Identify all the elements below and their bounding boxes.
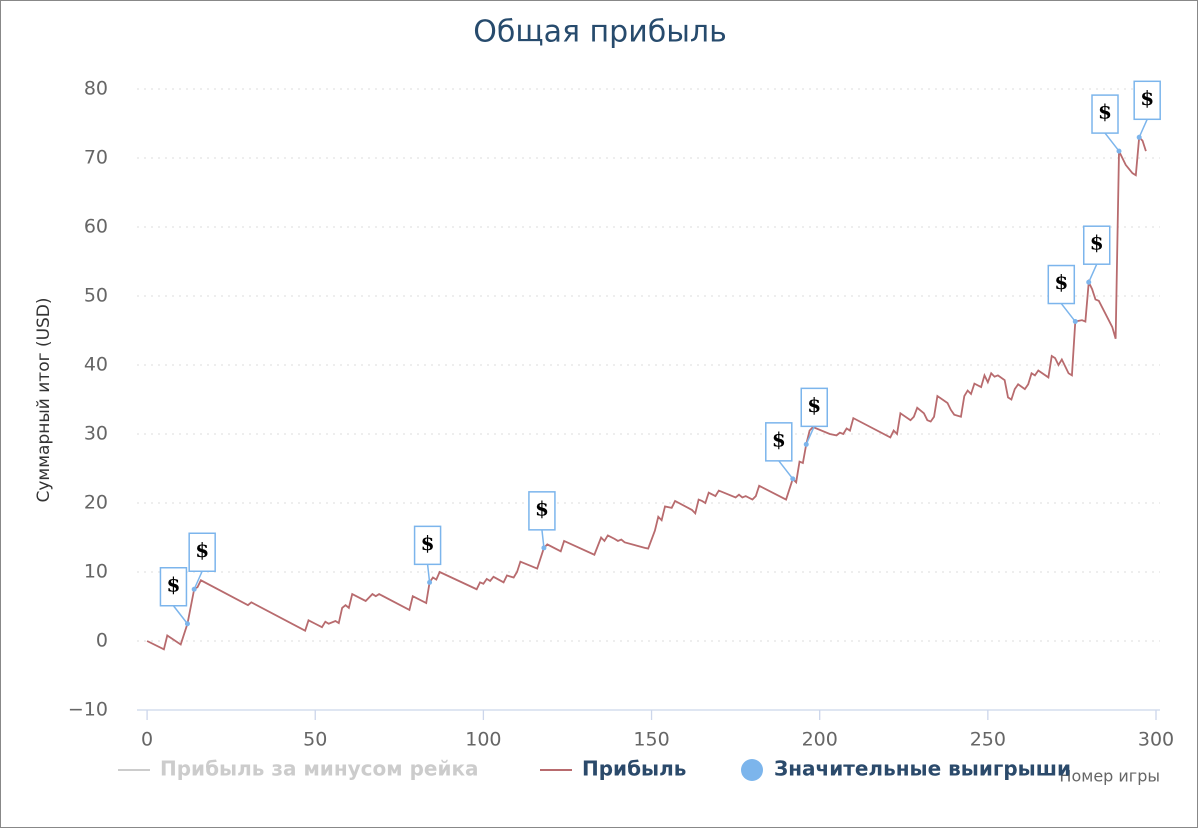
flag-box bbox=[800, 387, 828, 428]
win-point bbox=[191, 586, 197, 592]
flag-label: $ bbox=[1140, 86, 1154, 110]
x-axis-title: Номер игры bbox=[1059, 767, 1160, 786]
win-flag: $ bbox=[1133, 80, 1161, 138]
x-tick-label: 250 bbox=[970, 729, 1006, 751]
y-tick-label: 40 bbox=[84, 354, 108, 376]
y-tick-label: 20 bbox=[84, 492, 108, 514]
y-tick-label: 0 bbox=[96, 630, 108, 652]
x-tick-label: 0 bbox=[141, 729, 153, 751]
flag-connector bbox=[805, 426, 815, 445]
legend-label[interactable]: Прибыль bbox=[582, 757, 686, 781]
flag-label: $ bbox=[166, 572, 180, 596]
flag-box bbox=[1047, 264, 1076, 305]
flag-label: $ bbox=[1090, 231, 1104, 255]
win-point bbox=[1116, 148, 1122, 154]
flag-label: $ bbox=[807, 393, 821, 417]
flag-box bbox=[1091, 94, 1119, 134]
legend-symbol bbox=[741, 759, 763, 781]
flag-connector bbox=[1104, 132, 1120, 152]
flag-label: $ bbox=[772, 427, 786, 451]
flag-connector bbox=[1138, 118, 1148, 138]
x-tick-label: 50 bbox=[303, 729, 327, 751]
win-flag: $ bbox=[765, 422, 794, 480]
y-tick-label: 10 bbox=[84, 561, 108, 583]
flag-label: $ bbox=[535, 496, 549, 520]
flag-connector bbox=[778, 460, 794, 480]
y-tick-label: 30 bbox=[84, 423, 108, 445]
x-tick-label: 300 bbox=[1138, 729, 1174, 751]
win-flag: $ bbox=[159, 567, 189, 625]
y-tick-label: 80 bbox=[84, 78, 108, 100]
flag-label: $ bbox=[421, 531, 435, 555]
win-flag: $ bbox=[1047, 264, 1076, 322]
y-tick-label: 60 bbox=[84, 216, 108, 238]
legend-label[interactable]: Прибыль за минусом рейка bbox=[160, 757, 479, 781]
flag-box bbox=[1082, 225, 1111, 265]
win-point bbox=[790, 476, 796, 482]
flag-box bbox=[1133, 80, 1161, 121]
flag-box bbox=[528, 491, 556, 531]
win-point bbox=[803, 441, 809, 447]
win-flag: $ bbox=[188, 532, 216, 590]
flag-box bbox=[413, 525, 442, 566]
profit-line bbox=[146, 135, 1147, 651]
x-tick-label: 200 bbox=[802, 729, 838, 751]
flag-box bbox=[159, 567, 188, 607]
win-point bbox=[1136, 134, 1142, 140]
flag-connector bbox=[1060, 303, 1076, 322]
chart-title: Общая прибыль bbox=[473, 15, 727, 50]
flag-connector bbox=[426, 564, 431, 583]
win-point bbox=[184, 621, 190, 627]
win-flag: $ bbox=[1091, 94, 1120, 152]
flag-connector bbox=[541, 529, 545, 548]
y-tick-label: −10 bbox=[68, 699, 108, 721]
x-tick-label: 100 bbox=[465, 729, 501, 751]
flag-connector bbox=[193, 570, 203, 590]
win-point bbox=[427, 579, 433, 585]
x-tick-label: 150 bbox=[633, 729, 669, 751]
win-flag: $ bbox=[413, 525, 442, 583]
flag-box bbox=[765, 422, 793, 462]
win-point bbox=[541, 545, 547, 551]
flag-connector bbox=[1088, 263, 1098, 283]
flag-label: $ bbox=[1098, 100, 1112, 124]
win-flag: $ bbox=[528, 491, 556, 548]
win-flag: $ bbox=[800, 387, 828, 445]
flag-label: $ bbox=[195, 538, 209, 562]
flag-connector bbox=[172, 605, 189, 625]
flag-label: $ bbox=[1054, 270, 1068, 294]
win-point bbox=[1086, 279, 1092, 285]
y-axis-title: Суммарный итог (USD) bbox=[34, 297, 54, 502]
legend-label[interactable]: Значительные выигрыши bbox=[774, 757, 1071, 781]
win-flag: $ bbox=[1082, 225, 1111, 283]
y-tick-label: 70 bbox=[84, 147, 108, 169]
win-point bbox=[1072, 319, 1078, 325]
flag-box bbox=[188, 532, 216, 572]
y-tick-label: 50 bbox=[84, 285, 108, 307]
